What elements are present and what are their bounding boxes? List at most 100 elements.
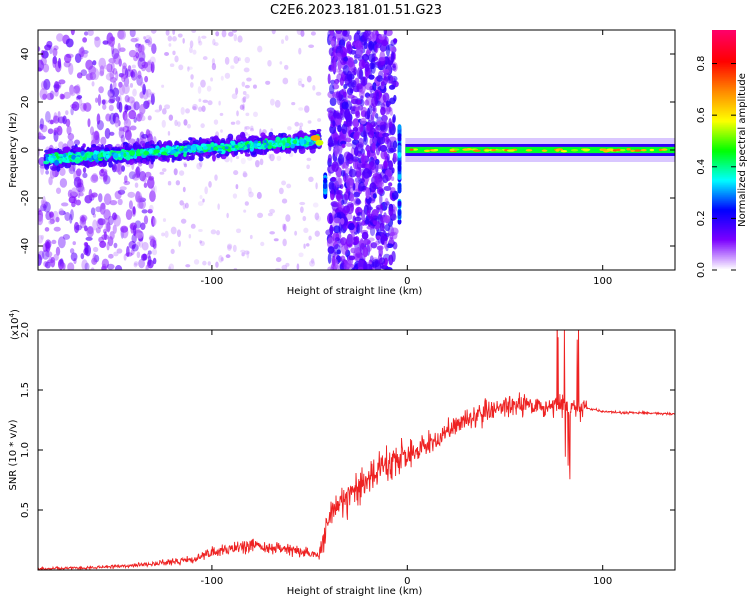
heatmap-cell <box>136 251 141 259</box>
heatmap-cell <box>491 148 497 152</box>
heatmap-cell <box>380 150 388 160</box>
heatmap-cell <box>60 93 66 100</box>
heatmap-cell <box>237 35 243 43</box>
heatmap-cell <box>62 153 67 158</box>
heatmap-cell <box>353 191 361 198</box>
heatmap-cell <box>150 93 155 106</box>
heatmap-cell <box>232 193 238 199</box>
heatmap-cell <box>129 125 137 131</box>
heatmap-cell <box>242 96 247 103</box>
colorbar-step <box>712 72 736 75</box>
heatmap-cell <box>102 40 109 45</box>
heatmap-cell <box>378 133 383 138</box>
heatmap-cell <box>45 251 53 258</box>
heatmap-cell <box>142 83 146 95</box>
heatmap-cell <box>328 181 335 190</box>
heatmap-cell <box>189 154 195 161</box>
heatmap-cell <box>376 75 383 82</box>
colorbar-step <box>712 182 736 185</box>
heatmap-cell <box>341 101 349 110</box>
heatmap-cell <box>383 215 391 224</box>
heatmap-cell <box>127 96 135 104</box>
heatmap-cell <box>633 149 642 152</box>
heatmap-cell <box>378 56 386 62</box>
heatmap-cell <box>133 261 139 266</box>
heatmap-cell <box>50 256 56 268</box>
heatmap-cell <box>330 79 336 85</box>
heatmap-cell <box>334 176 342 188</box>
heatmap-cell <box>343 151 352 160</box>
colorbar-step <box>712 128 736 131</box>
heatmap-cell <box>244 84 250 89</box>
heatmap-cell <box>73 139 81 146</box>
heatmap-cell <box>48 220 54 225</box>
colorbar-step <box>712 186 736 189</box>
heatmap-cell <box>361 53 370 62</box>
heatmap-cell <box>380 81 385 86</box>
heatmap-cell <box>214 174 218 181</box>
heatmap-cell <box>219 112 224 116</box>
heatmap-cell <box>92 60 97 66</box>
heatmap-cell <box>379 203 384 215</box>
colorbar-step <box>712 148 736 151</box>
heatmap-cell <box>364 82 373 91</box>
heatmap-cell <box>55 216 60 223</box>
heatmap-cell <box>113 251 119 257</box>
heatmap-cell <box>361 209 366 221</box>
heatmap-cell <box>390 176 395 181</box>
heatmap-cell <box>151 43 157 54</box>
heatmap-cell <box>305 243 310 247</box>
heatmap-cell <box>254 159 260 168</box>
heatmap-cell <box>180 106 185 115</box>
heatmap-cell <box>150 237 157 245</box>
heatmap-cell <box>243 67 250 73</box>
heatmap-cell <box>359 123 364 133</box>
heatmap-cell <box>199 160 203 168</box>
heatmap-cell <box>93 131 100 141</box>
colorbar-step <box>712 238 736 241</box>
heatmap-cell <box>385 30 393 37</box>
heatmap-cell <box>135 191 141 203</box>
colorbar-step <box>712 76 736 79</box>
colorbar-step <box>712 146 736 149</box>
heatmap-cell <box>68 196 76 204</box>
heatmap-cell <box>109 70 115 80</box>
heatmap-cell <box>94 36 101 48</box>
heatmap-cell <box>94 36 100 41</box>
heatmap-cell <box>213 146 219 151</box>
heatmap-cell <box>133 262 138 268</box>
heatmap-cell <box>92 253 97 263</box>
heatmap-cell <box>164 230 169 238</box>
heatmap-cell <box>389 109 393 116</box>
heatmap-cell <box>235 228 242 234</box>
heatmap-cell <box>139 103 146 115</box>
colorbar-step <box>712 256 736 259</box>
heatmap-cell <box>55 246 61 256</box>
heatmap-cell <box>354 216 362 222</box>
heatmap-cell <box>306 75 312 83</box>
heatmap-cell <box>242 91 247 96</box>
heatmap-cell <box>317 118 322 122</box>
heatmap-cell <box>649 148 655 152</box>
heatmap-cell <box>52 210 59 223</box>
heatmap-cell <box>91 192 98 198</box>
colorbar-step <box>712 92 736 95</box>
heatmap-cell <box>347 94 355 99</box>
colorbar-step <box>712 216 736 219</box>
heatmap-cell <box>339 109 346 121</box>
heatmap-cell <box>81 259 88 270</box>
heatmap-cell <box>345 177 354 189</box>
colorbar-step <box>712 268 736 271</box>
heatmap-cell <box>202 99 209 103</box>
heatmap-cell <box>197 106 203 112</box>
colorbar-step <box>712 264 736 267</box>
heatmap-cell <box>381 114 388 122</box>
heatmap-cell <box>64 211 71 221</box>
heatmap-cell <box>366 121 371 132</box>
heatmap-cell <box>349 88 354 94</box>
heatmap-cell <box>202 56 208 61</box>
heatmap-cell <box>393 206 398 212</box>
heatmap-cell <box>495 149 504 152</box>
heatmap-cell <box>115 70 119 81</box>
heatmap-cell <box>244 201 249 206</box>
